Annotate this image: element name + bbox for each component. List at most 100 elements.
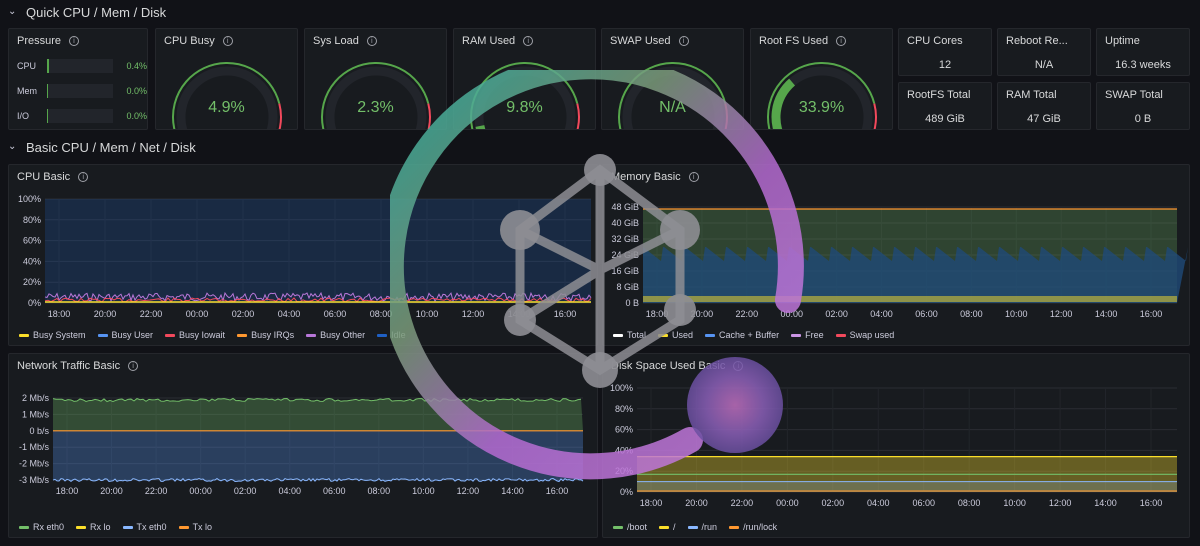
panel-title-text: Uptime: [1105, 35, 1140, 47]
tx-eth0-series: [52, 477, 584, 483]
y-tick-label: -2 Mb/s: [19, 459, 50, 469]
panel-title: RAM Used i: [462, 35, 534, 47]
legend-label: Rx lo: [90, 522, 111, 532]
legend-item[interactable]: Tx lo: [178, 522, 213, 532]
legend-label: Total: [627, 330, 647, 340]
network-basic-chart[interactable]: 2 Mb/s 1 Mb/s 0 b/s -1 Mb/s -2 Mb/s -3 Mb/s 18…: [9, 354, 598, 538]
row-title: Quick CPU / Mem / Disk: [26, 4, 167, 20]
legend-item[interactable]: Busy IRQs: [237, 330, 294, 340]
legend-item[interactable]: Idle: [377, 330, 406, 340]
x-tick-label: 02:00: [232, 309, 255, 319]
pressure-bar: [47, 109, 113, 123]
legend-swatch: [19, 333, 29, 337]
x-tick-label: 00:00: [186, 309, 209, 319]
legend-label: /run/lock: [743, 522, 778, 532]
legend-swatch: [165, 333, 176, 337]
legend-item[interactable]: /: [659, 522, 676, 532]
panel-title-text: Sys Load: [313, 35, 359, 47]
y-tick-label: 0%: [28, 298, 41, 308]
x-tick-label: 22:00: [736, 309, 759, 319]
x-tick-label: 00:00: [189, 486, 212, 496]
legend-item[interactable]: /run: [687, 522, 718, 532]
legend-swatch: [306, 333, 317, 337]
gauge-value: 33.9%: [798, 99, 845, 116]
x-tick-label: 10:00: [1005, 309, 1028, 319]
panel-title-text: Pressure: [17, 35, 62, 47]
stat-panel: SWAP Total 0 B: [1096, 82, 1190, 130]
disk-basic-chart[interactable]: 100% 80% 60% 40% 20% 0% 18:00 20:00 22:00 00:00 02…: [603, 354, 1190, 538]
legend-swatch: [122, 525, 133, 529]
legend-item[interactable]: Free: [791, 330, 824, 340]
legend-swatch: [76, 525, 87, 529]
legend-label: Busy System: [33, 330, 86, 340]
legend-item[interactable]: Swap used: [835, 330, 894, 340]
legend-item[interactable]: Busy Other: [306, 330, 365, 340]
panel-title-text: CPU Busy: [164, 35, 215, 47]
x-tick-label: 10:00: [412, 486, 435, 496]
y-tick-label: 1 Mb/s: [22, 409, 50, 419]
pressure-label: I/O: [17, 111, 30, 121]
y-tick-label: 48 GiB: [611, 202, 639, 212]
idle-area: [45, 199, 591, 303]
legend-item[interactable]: Rx eth0: [19, 522, 64, 532]
info-icon[interactable]: i: [523, 36, 534, 46]
legend-swatch: [729, 525, 740, 529]
legend-item[interactable]: /boot: [613, 522, 647, 532]
cpu-basic-chart[interactable]: 100% 80% 60% 40% 20% 0% 18:00 20:00 22:00 00:00 02…: [9, 165, 598, 346]
legend-label: /: [673, 522, 676, 532]
stat-panel: CPU Cores 12: [898, 28, 992, 76]
y-tick-label: 20%: [615, 466, 633, 476]
legend-item[interactable]: Busy User: [97, 330, 153, 340]
legend-item[interactable]: Busy Iowait: [165, 330, 225, 340]
gauge-panel: SWAP Used i N/A: [601, 28, 744, 130]
memory-basic-chart[interactable]: 48 GiB 40 GiB 32 GiB 24 GiB 16 GiB 8 GiB 0 B 18…: [603, 165, 1190, 346]
stat-panel: Reboot Re... N/A: [997, 28, 1091, 76]
x-tick-label: 18:00: [646, 309, 669, 319]
legend-item[interactable]: Total: [613, 330, 646, 340]
legend-swatch: [791, 333, 802, 337]
x-tick-label: 12:00: [457, 486, 480, 496]
legend-label: Tx lo: [192, 522, 213, 532]
row-header-basic[interactable]: ⌄ Basic CPU / Mem / Net / Disk: [8, 137, 196, 157]
y-tick-label: -1 Mb/s: [19, 442, 50, 452]
legend-item[interactable]: Busy System: [19, 330, 86, 340]
info-icon[interactable]: i: [69, 36, 80, 46]
info-icon[interactable]: i: [366, 36, 377, 46]
x-tick-label: 14:00: [1094, 498, 1117, 508]
legend-item[interactable]: Used: [658, 330, 693, 340]
x-tick-label: 06:00: [915, 309, 938, 319]
stat-panel: RAM Total 47 GiB: [997, 82, 1091, 130]
legend-item[interactable]: Rx lo: [76, 522, 111, 532]
info-icon[interactable]: i: [78, 172, 89, 182]
row-header-quick[interactable]: ⌄ Quick CPU / Mem / Disk: [8, 2, 166, 22]
legend-swatch: [687, 525, 698, 529]
info-icon[interactable]: i: [222, 36, 233, 46]
x-tick-label: 16:00: [554, 309, 577, 319]
rx-eth0-area: [53, 398, 583, 431]
legend-item[interactable]: Cache + Buffer: [705, 330, 779, 340]
legend-label: Cache + Buffer: [719, 330, 780, 340]
chevron-down-icon: ⌄: [8, 140, 17, 152]
x-tick-label: 20:00: [94, 309, 117, 319]
pressure-fill: [47, 59, 49, 73]
gauge-value: 9.8%: [506, 99, 543, 116]
legend-swatch: [613, 525, 623, 529]
y-tick-label: 40%: [615, 445, 633, 455]
y-tick-label: 60%: [23, 236, 41, 246]
y-tick-label: 100%: [610, 383, 633, 393]
panel-title-text: RootFS Total: [907, 89, 971, 101]
info-icon[interactable]: i: [128, 361, 139, 371]
x-tick-label: 02:00: [825, 309, 848, 319]
legend-item[interactable]: Tx eth0: [122, 522, 167, 532]
stat-value: 12: [938, 59, 952, 71]
info-icon[interactable]: i: [836, 36, 847, 46]
legend-label: /run: [701, 522, 718, 532]
tx-eth0-area: [53, 430, 583, 482]
pressure-label: CPU: [17, 61, 37, 71]
panel-title: SWAP Used i: [610, 35, 689, 47]
info-icon[interactable]: i: [678, 36, 689, 46]
legend-swatch: [705, 333, 716, 337]
legend-item[interactable]: /run/lock: [729, 522, 777, 532]
x-tick-label: 20:00: [685, 498, 708, 508]
panel-title-text: SWAP Total: [1105, 89, 1163, 101]
